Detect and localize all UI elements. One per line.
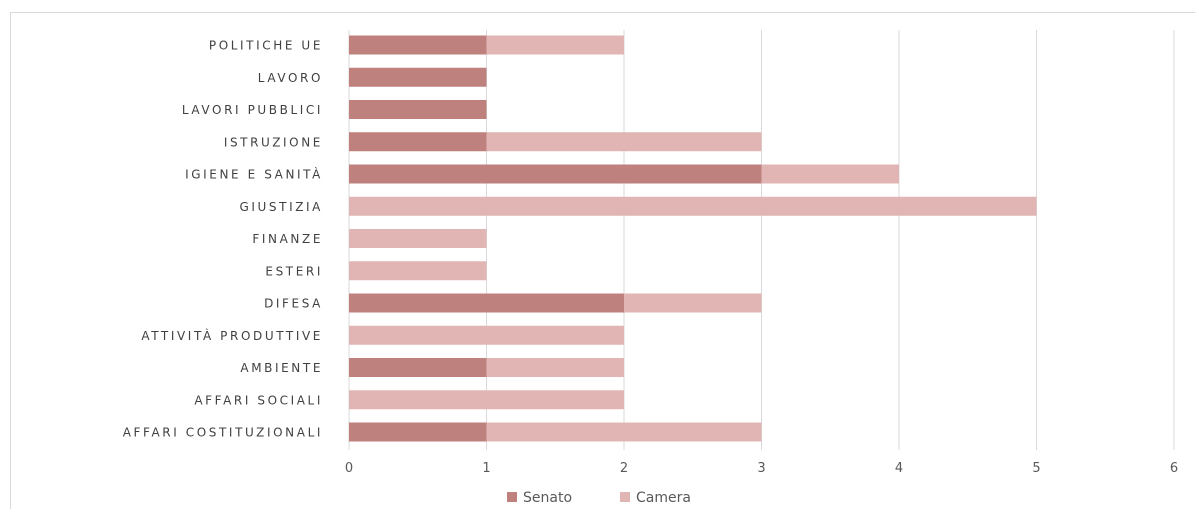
x-tick-label: 0: [345, 461, 353, 476]
bar-camera: [349, 229, 487, 248]
chart-frame: [10, 12, 1195, 509]
bar-camera: [349, 325, 624, 345]
x-tick-label: 6: [1170, 461, 1178, 476]
x-tick-label: 5: [1032, 461, 1040, 476]
category-label: IGIENE E SANITÀ: [185, 167, 323, 182]
bar-senato: [349, 422, 487, 442]
bar-camera: [624, 293, 762, 313]
category-labels: POLITICHE UE LAVORO LAVORI PUBBLICI ISTRUZI…: [123, 39, 323, 440]
bar-senato: [349, 164, 762, 184]
bar-camera: [486, 35, 624, 55]
legend-label-senato: Senato: [523, 490, 572, 506]
x-tick-label: 3: [757, 461, 765, 476]
category-label: AFFARI SOCIALI: [194, 393, 323, 407]
legend-swatch-camera: [620, 492, 630, 502]
legend-swatch-senato: [507, 492, 517, 502]
bar-camera: [761, 164, 899, 184]
category-label: DIFESA: [264, 297, 323, 311]
bar-senato: [349, 293, 624, 313]
bar-senato: [349, 132, 487, 152]
x-tick-labels: 0 1 2 3 4 5 6: [345, 461, 1178, 476]
category-label: LAVORI PUBBLICI: [182, 103, 323, 117]
category-label: ISTRUZIONE: [224, 135, 323, 149]
bar-senato: [349, 67, 487, 87]
category-label: GIUSTIZIA: [240, 200, 323, 214]
bar-camera: [486, 422, 762, 442]
category-label: FINANZE: [252, 232, 323, 246]
bar-senato: [349, 35, 487, 55]
x-tick-label: 4: [895, 461, 903, 476]
category-label: LAVORO: [258, 71, 323, 85]
bar-camera: [349, 261, 487, 281]
bar-camera: [486, 132, 762, 152]
legend-label-camera: Camera: [636, 490, 691, 506]
bars: [349, 35, 1037, 442]
category-label: AMBIENTE: [240, 361, 323, 375]
bar-camera: [486, 358, 624, 377]
bar-camera: [349, 196, 1037, 216]
category-label: ESTERI: [265, 264, 323, 278]
bar-senato: [349, 358, 487, 377]
x-tick-label: 1: [482, 461, 490, 476]
x-tick-label: 2: [620, 461, 628, 476]
category-label: POLITICHE UE: [209, 39, 323, 53]
legend: Senato Camera: [507, 490, 691, 506]
bar-senato: [349, 100, 487, 119]
bar-camera: [349, 390, 624, 410]
category-label: ATTIVITÀ PRODUTTIVE: [141, 328, 323, 343]
category-label: AFFARI COSTITUZIONALI: [123, 426, 323, 440]
